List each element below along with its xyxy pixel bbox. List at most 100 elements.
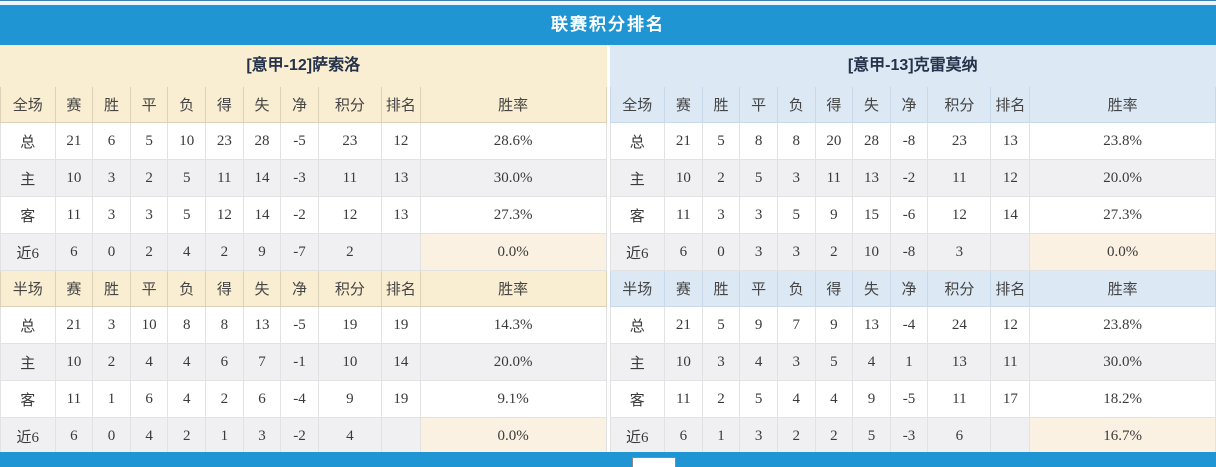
stat-value: -8 — [889, 122, 929, 160]
winrate-col-header: 胜率 — [1029, 87, 1216, 123]
rank-value: 19 — [380, 380, 421, 418]
stat-value: 21 — [54, 306, 94, 344]
points-col-header: 积分 — [317, 270, 382, 307]
points-value: 2 — [317, 233, 382, 271]
stat-col-header: 失 — [242, 270, 282, 307]
stat-col-header: 净 — [889, 270, 929, 307]
points-value: 11 — [317, 159, 382, 197]
stat-value: 11 — [54, 196, 94, 234]
stat-value: 4 — [776, 380, 816, 418]
full-header-row: 全场赛胜平负得失净积分 排名 胜率 — [0, 87, 607, 123]
stat-value: -5 — [889, 380, 929, 418]
stats-row-recent6: 近6 6 1 3 2 2 5 -3 6 16.7% — [609, 417, 1216, 455]
stat-value: 9 — [739, 306, 778, 344]
stat-value: 15 — [852, 196, 891, 234]
points-value: 12 — [317, 196, 382, 234]
rank-value: 14 — [990, 196, 1031, 234]
stat-col-header: 赛 — [664, 270, 703, 307]
points-value: 4 — [317, 417, 382, 455]
winrate-col-header: 胜率 — [1029, 270, 1216, 307]
stat-col-header: 赛 — [54, 87, 94, 123]
stat-col-header: 平 — [739, 270, 778, 307]
stat-value: 6 — [54, 233, 94, 271]
row-label: 近6 — [609, 417, 666, 455]
winrate-value: 20.0% — [419, 343, 607, 381]
winrate-col-header: 胜率 — [419, 87, 607, 123]
rank-value — [990, 417, 1031, 455]
points-value: 13 — [927, 343, 992, 381]
stat-value: 5 — [129, 122, 169, 160]
stat-value: 11 — [205, 159, 244, 197]
top-gap — [0, 1, 1216, 5]
stat-col-header: 负 — [167, 87, 207, 123]
winrate-value: 20.0% — [1029, 159, 1216, 197]
stat-value: 5 — [701, 306, 741, 344]
stat-value: 3 — [701, 196, 741, 234]
rank-col-header: 排名 — [380, 270, 421, 307]
stat-value: 3 — [129, 196, 169, 234]
winrate-value: 0.0% — [1029, 233, 1216, 271]
stats-row-total: 总 21 6 5 10 23 28 -5 23 12 28.6% — [0, 122, 607, 160]
partially-visible-button[interactable] — [632, 457, 676, 467]
stats-row-recent6: 近6 6 0 3 3 2 10 -8 3 0.0% — [609, 233, 1216, 271]
stat-value: 3 — [776, 159, 816, 197]
points-value: 9 — [317, 380, 382, 418]
page-title: 联赛积分排名 — [0, 5, 1216, 45]
stat-col-header: 得 — [205, 270, 244, 307]
winrate-value: 14.3% — [419, 306, 607, 344]
stat-value: 4 — [167, 380, 207, 418]
stat-value: -5 — [280, 306, 319, 344]
stat-col-header: 平 — [129, 270, 169, 307]
stat-col-header: 平 — [739, 87, 778, 123]
stats-row-home: 主 10 3 4 3 5 4 1 13 11 30.0% — [609, 343, 1216, 381]
stat-value: -2 — [280, 417, 319, 455]
stat-value: 5 — [852, 417, 891, 455]
winrate-value: 23.8% — [1029, 122, 1216, 160]
stat-value: 11 — [664, 196, 703, 234]
stat-value: 3 — [92, 159, 131, 197]
stat-value: 5 — [739, 159, 778, 197]
winrate-value: 28.6% — [419, 122, 607, 160]
stat-value: 1 — [701, 417, 741, 455]
winrate-value: 0.0% — [419, 417, 607, 455]
stat-value: 9 — [242, 233, 282, 271]
winrate-value: 23.8% — [1029, 306, 1216, 344]
stats-table-right: 全场赛胜平负得失净积分 排名 胜率总 21 5 8 8 20 28 -8 23 13 23.8% 主 10 2… — [609, 87, 1216, 455]
rank-value — [380, 417, 421, 455]
winrate-value: 9.1% — [419, 380, 607, 418]
rank-value: 13 — [380, 159, 421, 197]
stat-value: 13 — [852, 159, 891, 197]
stat-value: 2 — [701, 380, 741, 418]
stat-value: 9 — [814, 196, 854, 234]
stat-value: 2 — [814, 233, 854, 271]
points-col-header: 积分 — [927, 270, 992, 307]
stat-value: 0 — [92, 233, 131, 271]
row-label: 主 — [609, 159, 666, 197]
stats-row-home: 主 10 3 2 5 11 14 -3 11 13 30.0% — [0, 159, 607, 197]
stat-value: -5 — [280, 122, 319, 160]
stats-row-away: 客 11 2 5 4 4 9 -5 11 17 18.2% — [609, 380, 1216, 418]
half-header-row: 半场赛胜平负得失净积分 排名 胜率 — [0, 270, 607, 307]
team-name-left: [意甲-12]萨索洛 — [0, 45, 607, 87]
points-col-header: 积分 — [927, 87, 992, 123]
stat-value: 2 — [92, 343, 131, 381]
stat-value: -2 — [280, 196, 319, 234]
rank-col-header: 排名 — [990, 270, 1031, 307]
rank-value — [990, 233, 1031, 271]
stats-row-total: 总 21 5 8 8 20 28 -8 23 13 23.8% — [609, 122, 1216, 160]
rank-value: 12 — [990, 306, 1031, 344]
stat-value: 11 — [664, 380, 703, 418]
points-value: 12 — [927, 196, 992, 234]
row-label: 客 — [0, 380, 56, 418]
half-header-row: 半场赛胜平负得失净积分 排名 胜率 — [609, 270, 1216, 307]
rank-value: 11 — [990, 343, 1031, 381]
stat-value: 13 — [852, 306, 891, 344]
stat-value: 3 — [776, 343, 816, 381]
points-value: 23 — [927, 122, 992, 160]
points-value: 19 — [317, 306, 382, 344]
stat-value: 8 — [739, 122, 778, 160]
stat-value: 6 — [664, 233, 703, 271]
stat-value: -8 — [889, 233, 929, 271]
stat-col-header: 净 — [889, 87, 929, 123]
stat-value: 3 — [92, 306, 131, 344]
